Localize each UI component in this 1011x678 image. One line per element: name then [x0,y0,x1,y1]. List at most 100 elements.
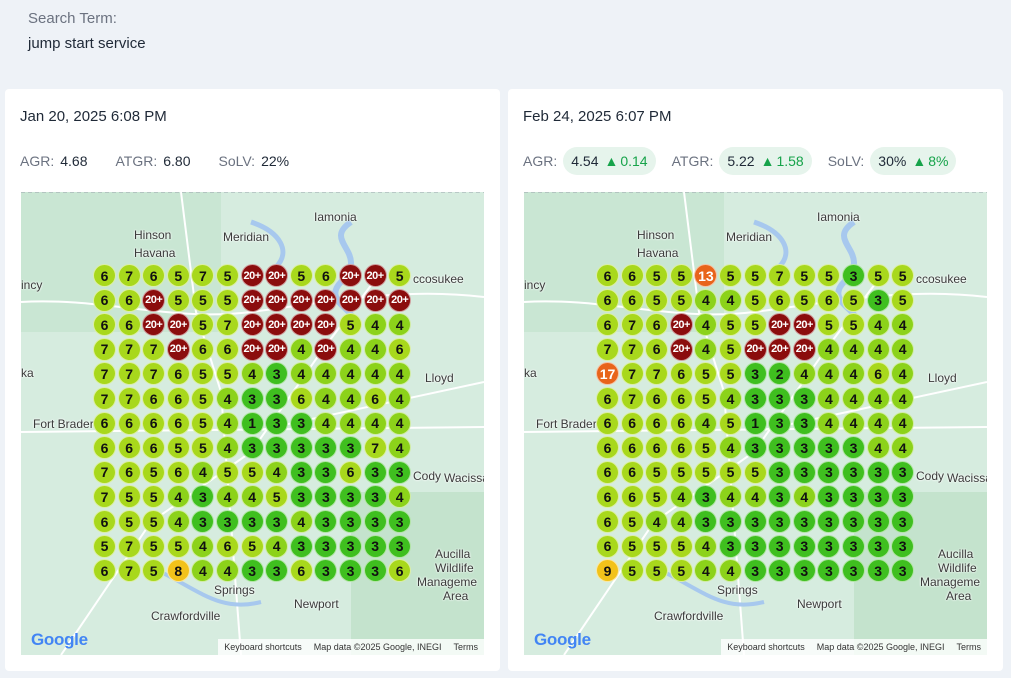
rank-pin[interactable]: 3 [339,510,362,533]
rank-pin[interactable]: 1 [743,411,767,435]
rank-pin[interactable]: 5 [216,460,239,484]
rank-pin[interactable]: 5 [817,313,841,337]
rank-pin[interactable]: 3 [866,534,890,558]
rank-pin[interactable]: 6 [93,436,116,460]
rank-pin[interactable]: 3 [265,411,289,435]
rank-pin[interactable]: 4 [216,387,239,410]
rank-pin[interactable]: 5 [166,436,190,460]
rank-pin[interactable]: 7 [620,337,644,361]
rank-pin[interactable]: 4 [289,510,313,533]
rank-pin[interactable]: 6 [669,362,693,386]
rank-pin[interactable]: 3 [792,460,816,484]
rank-pin[interactable]: 6 [596,313,619,337]
rank-pin[interactable]: 5 [669,288,693,312]
rank-pin[interactable]: 3 [891,485,915,509]
rank-pin[interactable]: 7 [363,436,387,460]
rank-pin[interactable]: 7 [117,362,141,386]
rank-pin[interactable]: 20+ [166,313,190,337]
rank-pin[interactable]: 7 [216,313,239,337]
rank-pin[interactable]: 3 [866,460,890,484]
rank-pin[interactable]: 4 [817,411,841,435]
rank-pin[interactable]: 5 [694,460,718,484]
rank-pin[interactable]: 5 [620,510,644,533]
rank-pin[interactable]: 4 [314,362,338,386]
rank-pin[interactable]: 3 [768,460,792,484]
rank-pin[interactable]: 4 [166,485,190,509]
rank-pin[interactable]: 4 [694,313,718,337]
rank-pin[interactable]: 4 [891,313,915,337]
rank-pin[interactable]: 6 [645,411,669,435]
rank-pin[interactable]: 9 [596,559,619,583]
rank-pin[interactable]: 4 [265,534,289,558]
rank-pin[interactable]: 3 [866,559,890,583]
rank-pin[interactable]: 5 [842,288,865,312]
rank-pin[interactable]: 3 [817,534,841,558]
rank-pin[interactable]: 6 [866,362,890,386]
rank-pin[interactable]: 5 [645,534,669,558]
keyboard-shortcuts-link[interactable]: Keyboard shortcuts [727,642,805,652]
rank-pin[interactable]: 20+ [265,264,289,287]
rank-pin[interactable]: 6 [596,436,619,460]
rank-pin[interactable]: 6 [142,387,166,410]
rank-pin[interactable]: 5 [719,411,742,435]
rank-pin[interactable]: 4 [216,485,239,509]
rank-pin[interactable]: 6 [817,288,841,312]
rank-pin[interactable]: 5 [645,264,669,287]
rank-pin[interactable]: 5 [93,534,116,558]
rank-pin[interactable]: 4 [694,288,718,312]
rank-pin[interactable]: 5 [645,485,669,509]
rank-pin[interactable]: 3 [866,510,890,533]
rank-pin[interactable]: 6 [596,510,619,533]
rank-pin[interactable]: 5 [792,288,816,312]
rank-pin[interactable]: 7 [117,264,141,287]
rank-pin[interactable]: 8 [166,559,190,583]
rank-pin[interactable]: 5 [743,460,767,484]
rank-pin[interactable]: 3 [842,436,865,460]
rank-pin[interactable]: 6 [645,387,669,410]
terms-link[interactable]: Terms [956,642,982,652]
rank-pin[interactable]: 4 [842,387,865,410]
rank-pin[interactable]: 3 [891,559,915,583]
rank-pin[interactable]: 6 [93,264,116,287]
rank-pin[interactable]: 6 [117,288,141,312]
rank-pin[interactable]: 6 [216,534,239,558]
rank-pin[interactable]: 3 [265,362,289,386]
rank-pin[interactable]: 7 [93,485,116,509]
rank-pin[interactable]: 5 [388,264,412,287]
rank-pin[interactable]: 6 [645,313,669,337]
rank-pin[interactable]: 6 [620,288,644,312]
rank-pin[interactable]: 6 [620,264,644,287]
rank-pin[interactable]: 20+ [240,337,264,361]
rank-pin[interactable]: 7 [93,387,116,410]
rank-pin[interactable]: 3 [842,534,865,558]
rank-pin[interactable]: 3 [314,436,338,460]
rank-pin[interactable]: 3 [743,534,767,558]
rank-pin[interactable]: 7 [142,337,166,361]
rank-pin[interactable]: 7 [191,264,215,287]
rank-pin[interactable]: 3 [240,510,264,533]
rank-pin[interactable]: 5 [743,264,767,287]
rank-pin[interactable]: 5 [817,264,841,287]
rank-pin[interactable]: 4 [363,411,387,435]
rank-pin[interactable]: 4 [289,362,313,386]
rank-pin[interactable]: 20+ [669,337,693,361]
rank-pin[interactable]: 3 [363,559,387,583]
rank-pin[interactable]: 6 [93,510,116,533]
rank-pin[interactable]: 6 [142,411,166,435]
rank-pin[interactable]: 4 [817,362,841,386]
rank-pin[interactable]: 4 [191,534,215,558]
rank-pin[interactable]: 7 [620,362,644,386]
rank-pin[interactable]: 6 [669,387,693,410]
rank-pin[interactable]: 5 [191,387,215,410]
rank-pin[interactable]: 20+ [314,288,338,312]
rank-pin[interactable]: 1 [240,411,264,435]
rank-pin[interactable]: 6 [596,387,619,410]
rank-pin[interactable]: 20+ [669,313,693,337]
rank-pin[interactable]: 7 [117,534,141,558]
rank-pin[interactable]: 20+ [240,313,264,337]
rank-pin[interactable]: 5 [669,264,693,287]
rank-pin[interactable]: 4 [388,387,412,410]
rank-pin[interactable]: 3 [240,387,264,410]
rank-pin[interactable]: 4 [694,534,718,558]
rank-pin[interactable]: 3 [842,460,865,484]
